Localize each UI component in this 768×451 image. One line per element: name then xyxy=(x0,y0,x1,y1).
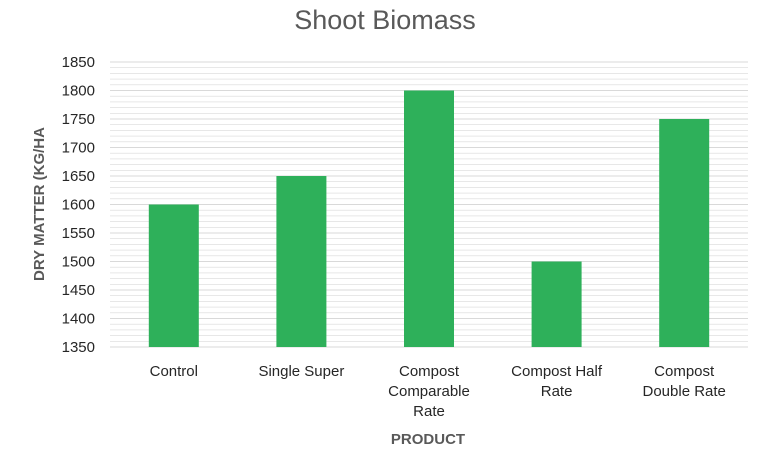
chart-title: Shoot Biomass xyxy=(294,5,476,35)
x-axis-title: PRODUCT xyxy=(391,431,465,448)
bar xyxy=(531,261,582,347)
x-category-label: Compost Half Rate xyxy=(511,363,603,400)
y-tick-label: 1800 xyxy=(62,83,95,100)
bar xyxy=(276,176,327,347)
y-tick-label: 1850 xyxy=(62,54,95,71)
y-tick-labels: 1350 1400 1450 1500 1550 1600 1650 1700 1750 1800… xyxy=(62,54,95,356)
bar xyxy=(404,90,454,347)
bar xyxy=(148,204,199,347)
x-category-label: Compost Comparable Rate xyxy=(388,363,470,420)
y-tick-label: 1400 xyxy=(62,311,95,328)
y-tick-label: 1600 xyxy=(62,197,95,214)
x-category-label: Single Super xyxy=(258,363,344,380)
bars xyxy=(148,90,710,347)
y-tick-label: 1650 xyxy=(62,168,95,185)
y-tick-label: 1450 xyxy=(62,282,95,299)
y-tick-label: 1550 xyxy=(62,225,95,242)
y-tick-label: 1750 xyxy=(62,111,95,128)
y-axis-title: DRY MATTER (KG/HA xyxy=(31,127,48,281)
y-tick-label: 1350 xyxy=(62,339,95,356)
x-category-label: Compost Double Rate xyxy=(643,363,726,400)
x-category-labels: Control Single Super Compost Comparable Rate… xyxy=(150,363,726,420)
y-tick-label: 1500 xyxy=(62,254,95,271)
x-category-label: Control xyxy=(150,363,198,380)
y-tick-label: 1700 xyxy=(62,140,95,157)
bar xyxy=(659,119,710,347)
